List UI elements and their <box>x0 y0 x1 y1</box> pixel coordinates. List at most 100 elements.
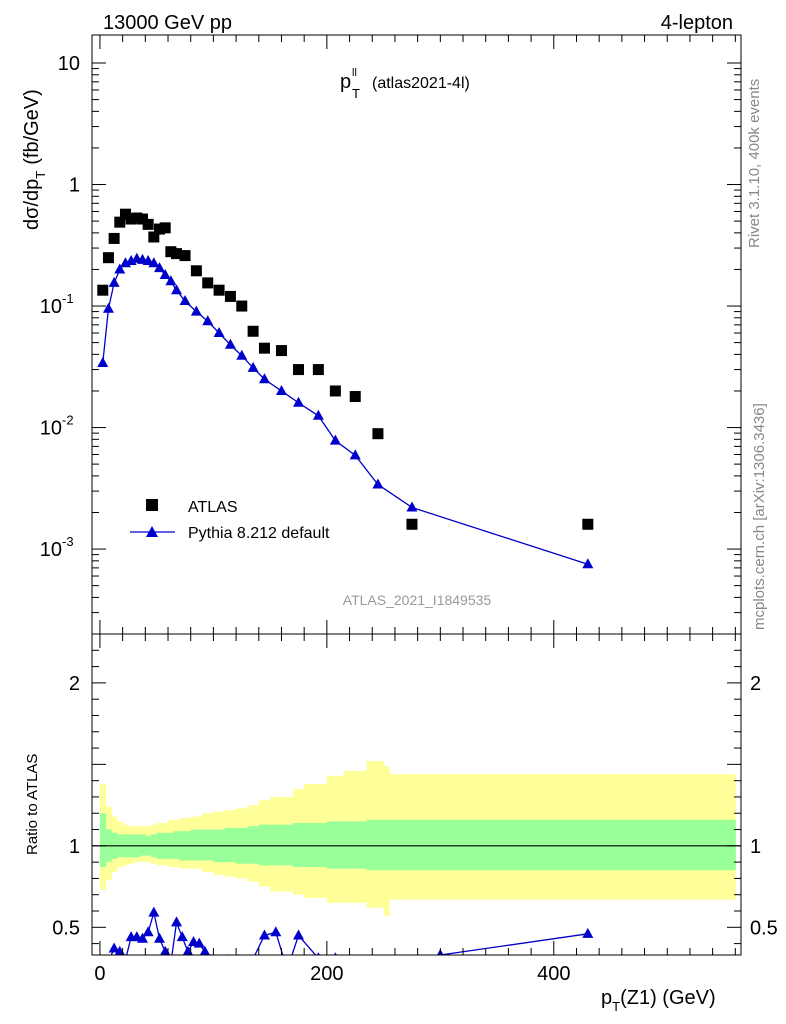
ratio-point <box>176 931 188 942</box>
pythia-point <box>97 356 109 367</box>
atlas-point <box>154 223 166 235</box>
ratio-point <box>211 970 222 980</box>
title-suffix: (atlas2021-4l) <box>372 75 470 92</box>
ratio-y-tick-label: 1 <box>69 836 80 858</box>
legend-pythia-label: Pythia 8.212 default <box>188 525 330 542</box>
ratio-point <box>282 964 293 974</box>
x-tick-label: 200 <box>310 963 343 985</box>
pythia-point <box>148 257 160 268</box>
atlas-point <box>136 213 148 225</box>
svg-text:pT(Z1) (GeV): pT(Z1) (GeV) <box>601 987 716 1014</box>
pythia-point <box>171 284 183 295</box>
uncertainty-band-inner <box>202 829 214 861</box>
atlas-point <box>349 391 361 403</box>
ratio-y-tick-label-right: 1 <box>750 836 761 858</box>
pythia-point <box>236 349 248 360</box>
ratio-point <box>182 945 193 955</box>
main-y-axis-label: dσ/dpT (fb/GeV) <box>21 89 48 230</box>
legend-atlas-label: ATLAS <box>188 499 238 516</box>
ylabel-main: dσ/dp <box>21 179 43 230</box>
atlas-point <box>159 222 171 234</box>
pythia-line <box>102 258 589 565</box>
pythia-point <box>108 276 120 287</box>
uncertainty-band-inner <box>247 826 260 864</box>
y-tick-exponent: -2 <box>62 413 74 428</box>
atlas-point <box>108 232 120 244</box>
ratio-point <box>199 945 210 955</box>
y-tick-label: 10 <box>58 53 80 75</box>
atlas-point <box>125 213 137 225</box>
svg-text:dσ/dpT(fb/GeV): dσ/dpT (fb/GeV) <box>21 89 48 230</box>
atlas-point <box>329 385 341 397</box>
analysis-watermark: ATLAS_2021_I1849535 <box>343 592 492 608</box>
ratio-y-axis-label: Ratio to ATLAS <box>24 754 41 855</box>
pythia-point <box>114 263 126 274</box>
ratio-frame <box>91 633 742 956</box>
ratio-plot: 0 200 400 0.5 0.5 1 1 2 2 Ratio to ATLAS pT(Z1) … <box>24 633 778 1014</box>
atlas-point <box>293 364 304 376</box>
uncertainty-band-inner <box>326 821 345 869</box>
uncertainty-band-inner <box>270 824 294 866</box>
y-tick-label: 10 <box>40 296 62 318</box>
atlas-point <box>97 284 109 296</box>
pythia-point <box>179 295 191 306</box>
atlas-point <box>119 208 131 220</box>
legend-atlas-marker <box>146 499 158 511</box>
atlas-point <box>312 364 324 376</box>
source-label: mcplots.cern.ch [arXiv:1306.3436] <box>751 403 768 630</box>
uncertainty-band-inner <box>343 821 368 869</box>
title-superscript: ll <box>352 67 357 79</box>
pythia-point <box>406 501 418 512</box>
ratio-point <box>160 945 171 955</box>
ratio-point <box>165 957 176 967</box>
x-tick-label: 400 <box>537 963 570 985</box>
pythia-point <box>258 373 270 384</box>
title-main: p <box>340 71 351 93</box>
beam-label: 13000 GeV pp <box>103 12 232 34</box>
plot-title: p ll T (atlas2021-4l) <box>340 67 470 101</box>
ratio-point <box>216 970 227 980</box>
atlas-point <box>114 216 126 228</box>
ratio-point <box>270 926 282 937</box>
ratio-point <box>582 927 594 938</box>
pythia-point <box>372 478 384 489</box>
ratio-point <box>316 952 320 955</box>
process-label: 4-lepton <box>661 12 733 34</box>
y-tick-label: 1 <box>69 175 80 197</box>
ratio-point <box>136 932 148 943</box>
atlas-point <box>190 265 202 277</box>
uncertainty-band-inner <box>292 823 305 868</box>
ratio-y-tick-label: 2 <box>69 673 80 695</box>
pythia-point <box>329 434 341 445</box>
pythia-point <box>224 338 236 349</box>
ratio-point <box>142 926 154 937</box>
atlas-point <box>247 325 259 337</box>
pythia-point <box>159 269 171 280</box>
ylabel-suffix: (fb/GeV) <box>21 89 43 165</box>
ratio-point <box>148 906 160 917</box>
atlas-point <box>258 342 270 354</box>
y-tick-label: 10 <box>40 539 62 561</box>
ratio-point <box>293 929 304 940</box>
rivet-label: Rivet 3.1.10, 400k events <box>746 79 763 248</box>
ratio-point <box>228 970 239 980</box>
y-tick-exponent: -1 <box>62 291 74 306</box>
atlas-point <box>148 231 160 243</box>
legend: ATLAS Pythia 8.212 default <box>130 499 330 542</box>
atlas-point <box>213 284 225 296</box>
ratio-point <box>239 970 250 980</box>
pythia-point <box>165 275 177 286</box>
xlabel-main: p <box>601 987 612 1009</box>
uncertainty-band-inner <box>99 813 107 868</box>
ratio-point <box>154 932 166 943</box>
ratio-series <box>108 906 594 980</box>
x-axis-label: pT(Z1) (GeV) <box>601 987 716 1014</box>
ratio-point <box>333 952 337 955</box>
x-tick-label: 0 <box>94 963 105 985</box>
pythia-point <box>213 326 225 337</box>
legend-pythia-marker <box>146 526 158 537</box>
pythia-point <box>202 315 214 326</box>
title-subscript: T <box>352 86 360 101</box>
ylabel-sub: T <box>33 171 48 179</box>
